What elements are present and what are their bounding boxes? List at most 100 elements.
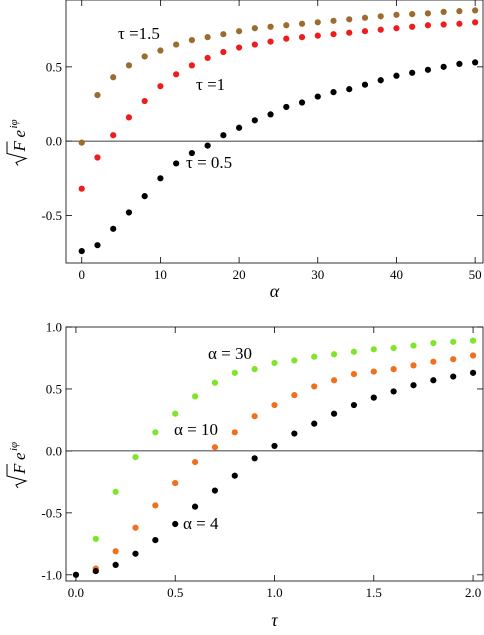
data-point — [251, 41, 258, 48]
x-tick-label: 10 — [154, 267, 167, 282]
data-point — [361, 28, 369, 35]
data-point — [204, 54, 211, 62]
data-point — [430, 340, 437, 347]
data-point — [377, 77, 384, 84]
data-point — [472, 19, 479, 26]
data-point — [188, 149, 195, 157]
data-point — [211, 379, 219, 386]
data-point — [251, 413, 258, 420]
data-point — [390, 366, 397, 373]
series-label: τ = 0.5 — [186, 153, 232, 172]
data-point — [469, 369, 477, 376]
data-point — [271, 442, 278, 450]
data-point — [393, 11, 400, 18]
data-point — [110, 132, 117, 139]
data-point — [314, 93, 321, 100]
data-point — [450, 356, 457, 363]
data-point — [211, 487, 219, 494]
data-point — [298, 20, 306, 27]
data-point — [112, 561, 119, 568]
data-point — [424, 22, 432, 29]
ylabel-exponent: iφ — [8, 442, 20, 451]
data-point — [361, 81, 369, 88]
data-point — [157, 47, 164, 54]
data-point — [410, 362, 417, 369]
data-point — [283, 35, 290, 42]
data-point — [220, 31, 227, 38]
data-point — [410, 382, 417, 389]
data-point — [92, 535, 99, 542]
chart-panel-1: 0 10 20 30 40 50 -0.5 0.0 0.5 α Fe iφ τ =1.5 τ =1 τ = … — [6, 0, 484, 301]
data-point — [78, 139, 85, 146]
x-tick-label: 50 — [469, 267, 482, 282]
data-point — [112, 548, 119, 555]
data-point — [125, 62, 133, 69]
x-tick-label: 1.0 — [266, 585, 282, 600]
data-point — [330, 17, 337, 24]
series-label: α = 10 — [174, 420, 218, 439]
data-point — [456, 20, 463, 27]
data-point — [172, 480, 179, 487]
series-label: α = 30 — [208, 344, 252, 363]
data-point — [188, 62, 195, 69]
data-point — [132, 524, 139, 531]
radical-sign — [6, 141, 28, 166]
ylabel-radicand: F — [10, 141, 29, 153]
data-point — [172, 520, 179, 528]
data-point — [311, 383, 318, 390]
data-point — [346, 86, 353, 93]
x-tick-label: 0 — [78, 267, 85, 282]
data-point — [350, 370, 358, 378]
data-point — [450, 338, 457, 345]
data-point — [409, 23, 416, 30]
data-point — [424, 10, 432, 17]
ylabel-radicand: F — [10, 463, 29, 475]
data-point — [330, 89, 337, 96]
data-point — [157, 175, 164, 182]
data-point — [346, 29, 353, 36]
data-point — [235, 28, 243, 35]
data-point — [78, 248, 85, 255]
x-axis-title: τ — [271, 610, 278, 630]
series-label: τ =1 — [196, 75, 225, 94]
data-point — [231, 429, 238, 436]
data-point — [191, 503, 199, 510]
data-point — [141, 53, 148, 60]
data-point — [440, 21, 447, 28]
data-point — [204, 142, 211, 149]
data-point — [271, 401, 278, 409]
data-point — [141, 97, 148, 105]
x-tick-label: 30 — [311, 267, 324, 282]
data-point — [157, 83, 164, 90]
data-point — [283, 22, 290, 29]
x-tick-label: 2.0 — [465, 585, 481, 600]
series-3 — [78, 59, 479, 255]
ylabel-base: e — [10, 452, 29, 460]
data-point — [430, 377, 437, 384]
x-tick-label: 0.0 — [68, 585, 84, 600]
data-point — [94, 154, 101, 161]
data-point — [92, 567, 99, 575]
data-point — [191, 393, 199, 400]
data-point — [291, 392, 298, 399]
data-point — [78, 185, 85, 192]
data-point — [172, 410, 179, 417]
data-point — [440, 63, 447, 70]
series-3 — [72, 369, 477, 578]
data-point — [94, 91, 101, 99]
data-point — [220, 132, 227, 139]
data-point — [424, 66, 432, 73]
data-point — [456, 8, 463, 15]
y-tick-label: 0.0 — [46, 134, 62, 149]
ylabel-exponent: iφ — [8, 119, 20, 128]
series-1 — [72, 337, 477, 578]
data-point — [152, 537, 159, 544]
data-point — [231, 369, 238, 376]
data-point — [311, 353, 318, 360]
y-tick-label: 1.0 — [46, 320, 62, 335]
data-point — [173, 160, 180, 167]
data-point — [409, 69, 416, 76]
